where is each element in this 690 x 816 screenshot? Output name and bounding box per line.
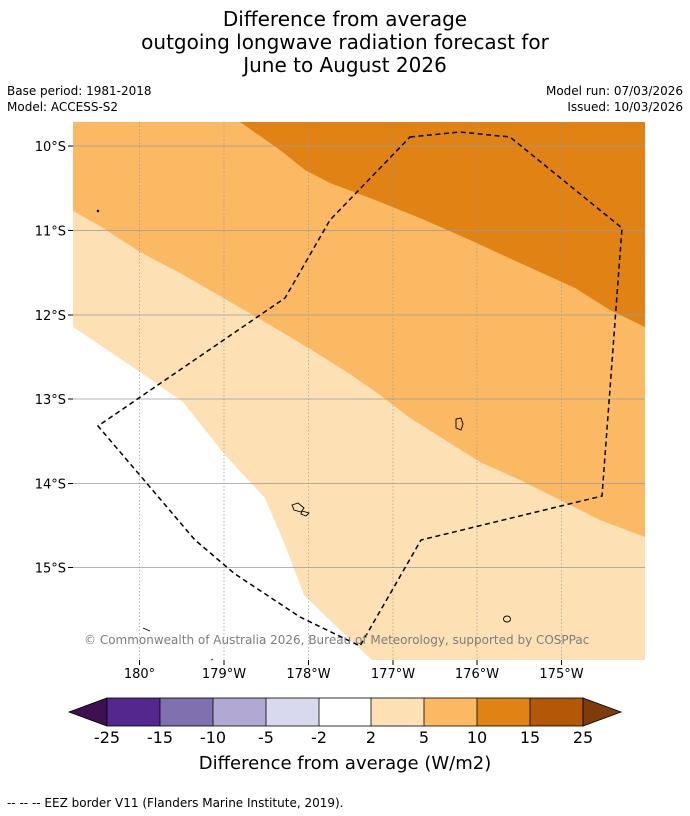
lat-label: 12°S	[35, 309, 66, 324]
meta-left: Base period: 1981-2018 Model: ACCESS-S2	[7, 83, 152, 115]
eez-footnote: -- -- -- EEZ border V11 (Flanders Marine…	[7, 796, 344, 810]
colorbar-segment-m2-2	[319, 698, 371, 726]
colorbar-tick-label: 5	[418, 728, 430, 747]
colorbar-segment-m10-m5	[213, 698, 266, 726]
islands	[96, 209, 511, 661]
island-d	[503, 615, 511, 623]
lat-label: 14°S	[35, 478, 66, 493]
base-period: Base period: 1981-2018	[7, 84, 152, 98]
colorbar-segment-10-15	[477, 698, 530, 726]
colorbar-tick-label: -5	[258, 728, 274, 747]
model-run: Model run: 07/03/2026	[545, 84, 683, 98]
colorbar-frame	[106, 697, 584, 727]
colorbar-tick-label: 25	[572, 728, 594, 747]
island-b	[291, 502, 305, 513]
axis-ticks	[68, 145, 562, 665]
lat-labels: 10°S 11°S 12°S 13°S 14°S 15°S	[35, 140, 66, 577]
issued-date: Issued: 10/03/2026	[567, 100, 683, 114]
island-e	[142, 627, 151, 632]
colorbar-tick-label: -15	[146, 728, 174, 747]
lon-labels: 180° 179°W 178°W 177°W 176°W 175°W	[124, 667, 584, 682]
colorbar-tick-label: 15	[519, 728, 541, 747]
lat-label: 15°S	[35, 562, 66, 577]
lat-label: 13°S	[35, 393, 66, 408]
lat-gridlines	[73, 145, 645, 568]
island-a	[455, 417, 464, 431]
colorbar-dividers	[159, 698, 531, 726]
colorbar-tick-label: -25	[93, 728, 121, 747]
lat-label: 10°S	[35, 140, 66, 155]
colorbar-segment-m5-m2	[266, 698, 319, 726]
island-f	[96, 209, 100, 213]
meta-right: Model run: 07/03/2026 Issued: 10/03/2026	[546, 83, 683, 115]
gridlines	[73, 122, 645, 660]
band-neutral	[73, 327, 372, 660]
colorbar-segment-m15-m10	[160, 698, 213, 726]
colorbar-tick-label: 2	[365, 728, 377, 747]
copyright-notice: © Commonwealth of Australia 2026, Bureau…	[84, 633, 590, 647]
colorbar-label: Difference from average (W/m2)	[198, 753, 492, 774]
colorbar-segment-15-25	[530, 698, 583, 726]
colorbar-segment-5-10	[424, 698, 477, 726]
lon-label: 177°W	[371, 667, 415, 682]
island-c	[300, 510, 310, 517]
lon-label: 179°W	[202, 667, 246, 682]
colorbar-tick-label: 10	[466, 728, 488, 747]
lon-gridlines	[139, 122, 562, 660]
colorbar-tick-label: -2	[311, 728, 327, 747]
title-line-1: Difference from average	[222, 7, 468, 31]
lon-label: 175°W	[539, 667, 583, 682]
colorbar-extend-high	[582, 697, 623, 727]
colorbar-segment-m25-m15	[107, 698, 160, 726]
model-name: Model: ACCESS-S2	[7, 100, 119, 114]
colorbar-extend-low	[67, 697, 108, 727]
map-title: Difference from average outgoing longwav…	[0, 8, 690, 77]
colorbar-segment-2-5	[371, 698, 424, 726]
lon-label: 180°	[124, 667, 155, 682]
lat-label: 11°S	[35, 225, 66, 240]
title-line-2: outgoing longwave radiation forecast for	[141, 30, 549, 54]
anomaly-field	[73, 122, 645, 660]
lon-label: 178°W	[286, 667, 330, 682]
island-g	[210, 658, 214, 661]
lon-label: 176°W	[455, 667, 499, 682]
colorbar-tick-label: -10	[199, 728, 227, 747]
band-10-15	[240, 122, 645, 327]
title-line-3: June to August 2026	[243, 53, 447, 77]
colorbar	[67, 697, 623, 727]
